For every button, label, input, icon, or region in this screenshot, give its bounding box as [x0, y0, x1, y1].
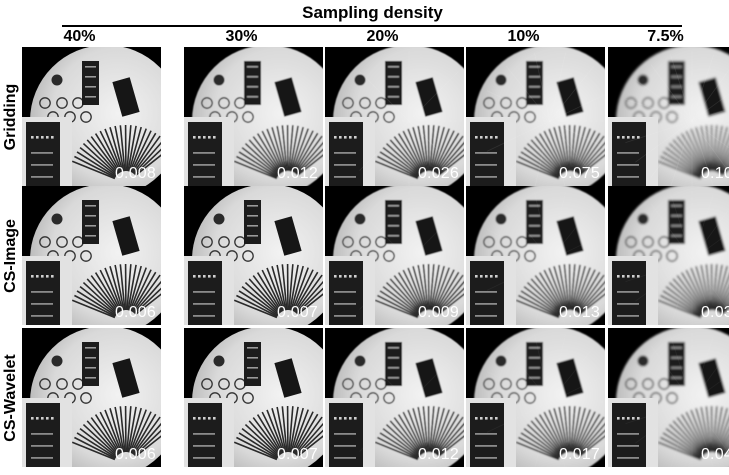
reconstruction-panel: 0.006 [22, 186, 161, 325]
phantom-image [325, 47, 464, 186]
reconstruction-panel: 0.044 [608, 328, 729, 467]
column-label: 20% [366, 28, 399, 45]
phantom-image [466, 186, 605, 325]
sampling-density-label: Sampling density [302, 3, 443, 22]
reconstruction-panel: 0.037 [608, 186, 729, 325]
reconstruction-panel: 0.017 [466, 328, 605, 467]
error-value: 0.013 [558, 304, 600, 321]
reconstruction-panel: 0.075 [466, 47, 605, 186]
error-value: 0.012 [276, 165, 318, 182]
reconstruction-panel: 0.007 [184, 186, 323, 325]
reconstruction-panel: 0.026 [325, 47, 464, 186]
header-rule [62, 25, 682, 27]
error-value: 0.008 [114, 165, 156, 182]
error-value: 0.007 [276, 304, 318, 321]
phantom-image [184, 328, 323, 467]
phantom-image [325, 186, 464, 325]
reconstruction-panel: 0.008 [22, 47, 161, 186]
phantom-image [22, 186, 161, 325]
reconstruction-panel: 0.012 [184, 47, 323, 186]
reconstruction-panel: 0.109 [608, 47, 729, 186]
row-label: CS-Wavelet [0, 328, 22, 468]
reconstruction-panel: 0.006 [22, 328, 161, 467]
phantom-image [608, 328, 729, 467]
row-label: Gridding [0, 47, 22, 187]
phantom-image [466, 328, 605, 467]
phantom-image [608, 47, 729, 186]
reconstruction-panel: 0.013 [466, 186, 605, 325]
error-value: 0.012 [417, 446, 459, 463]
error-value: 0.007 [276, 446, 318, 463]
error-value: 0.006 [114, 304, 156, 321]
reconstruction-panel: 0.012 [325, 328, 464, 467]
phantom-image [325, 328, 464, 467]
column-label: 30% [225, 28, 258, 45]
error-value: 0.006 [114, 446, 156, 463]
row-label: CS-Image [0, 186, 22, 326]
error-value: 0.044 [700, 446, 729, 463]
error-value: 0.109 [700, 165, 729, 182]
column-label: 7.5% [647, 28, 684, 45]
column-label: 40% [63, 28, 96, 45]
error-value: 0.017 [558, 446, 600, 463]
row-label-text: Gridding [2, 83, 19, 151]
row-label-text: CS-Image [2, 219, 19, 293]
phantom-image [22, 328, 161, 467]
row-label-text: CS-Wavelet [2, 354, 19, 442]
reconstruction-panel: 0.007 [184, 328, 323, 467]
error-value: 0.075 [558, 165, 600, 182]
phantom-image [184, 186, 323, 325]
phantom-image [608, 186, 729, 325]
error-value: 0.009 [417, 304, 459, 321]
error-value: 0.037 [700, 304, 729, 321]
phantom-image [22, 47, 161, 186]
reconstruction-panel: 0.009 [325, 186, 464, 325]
phantom-image [466, 47, 605, 186]
phantom-image [184, 47, 323, 186]
column-label: 10% [507, 28, 540, 45]
error-value: 0.026 [417, 165, 459, 182]
